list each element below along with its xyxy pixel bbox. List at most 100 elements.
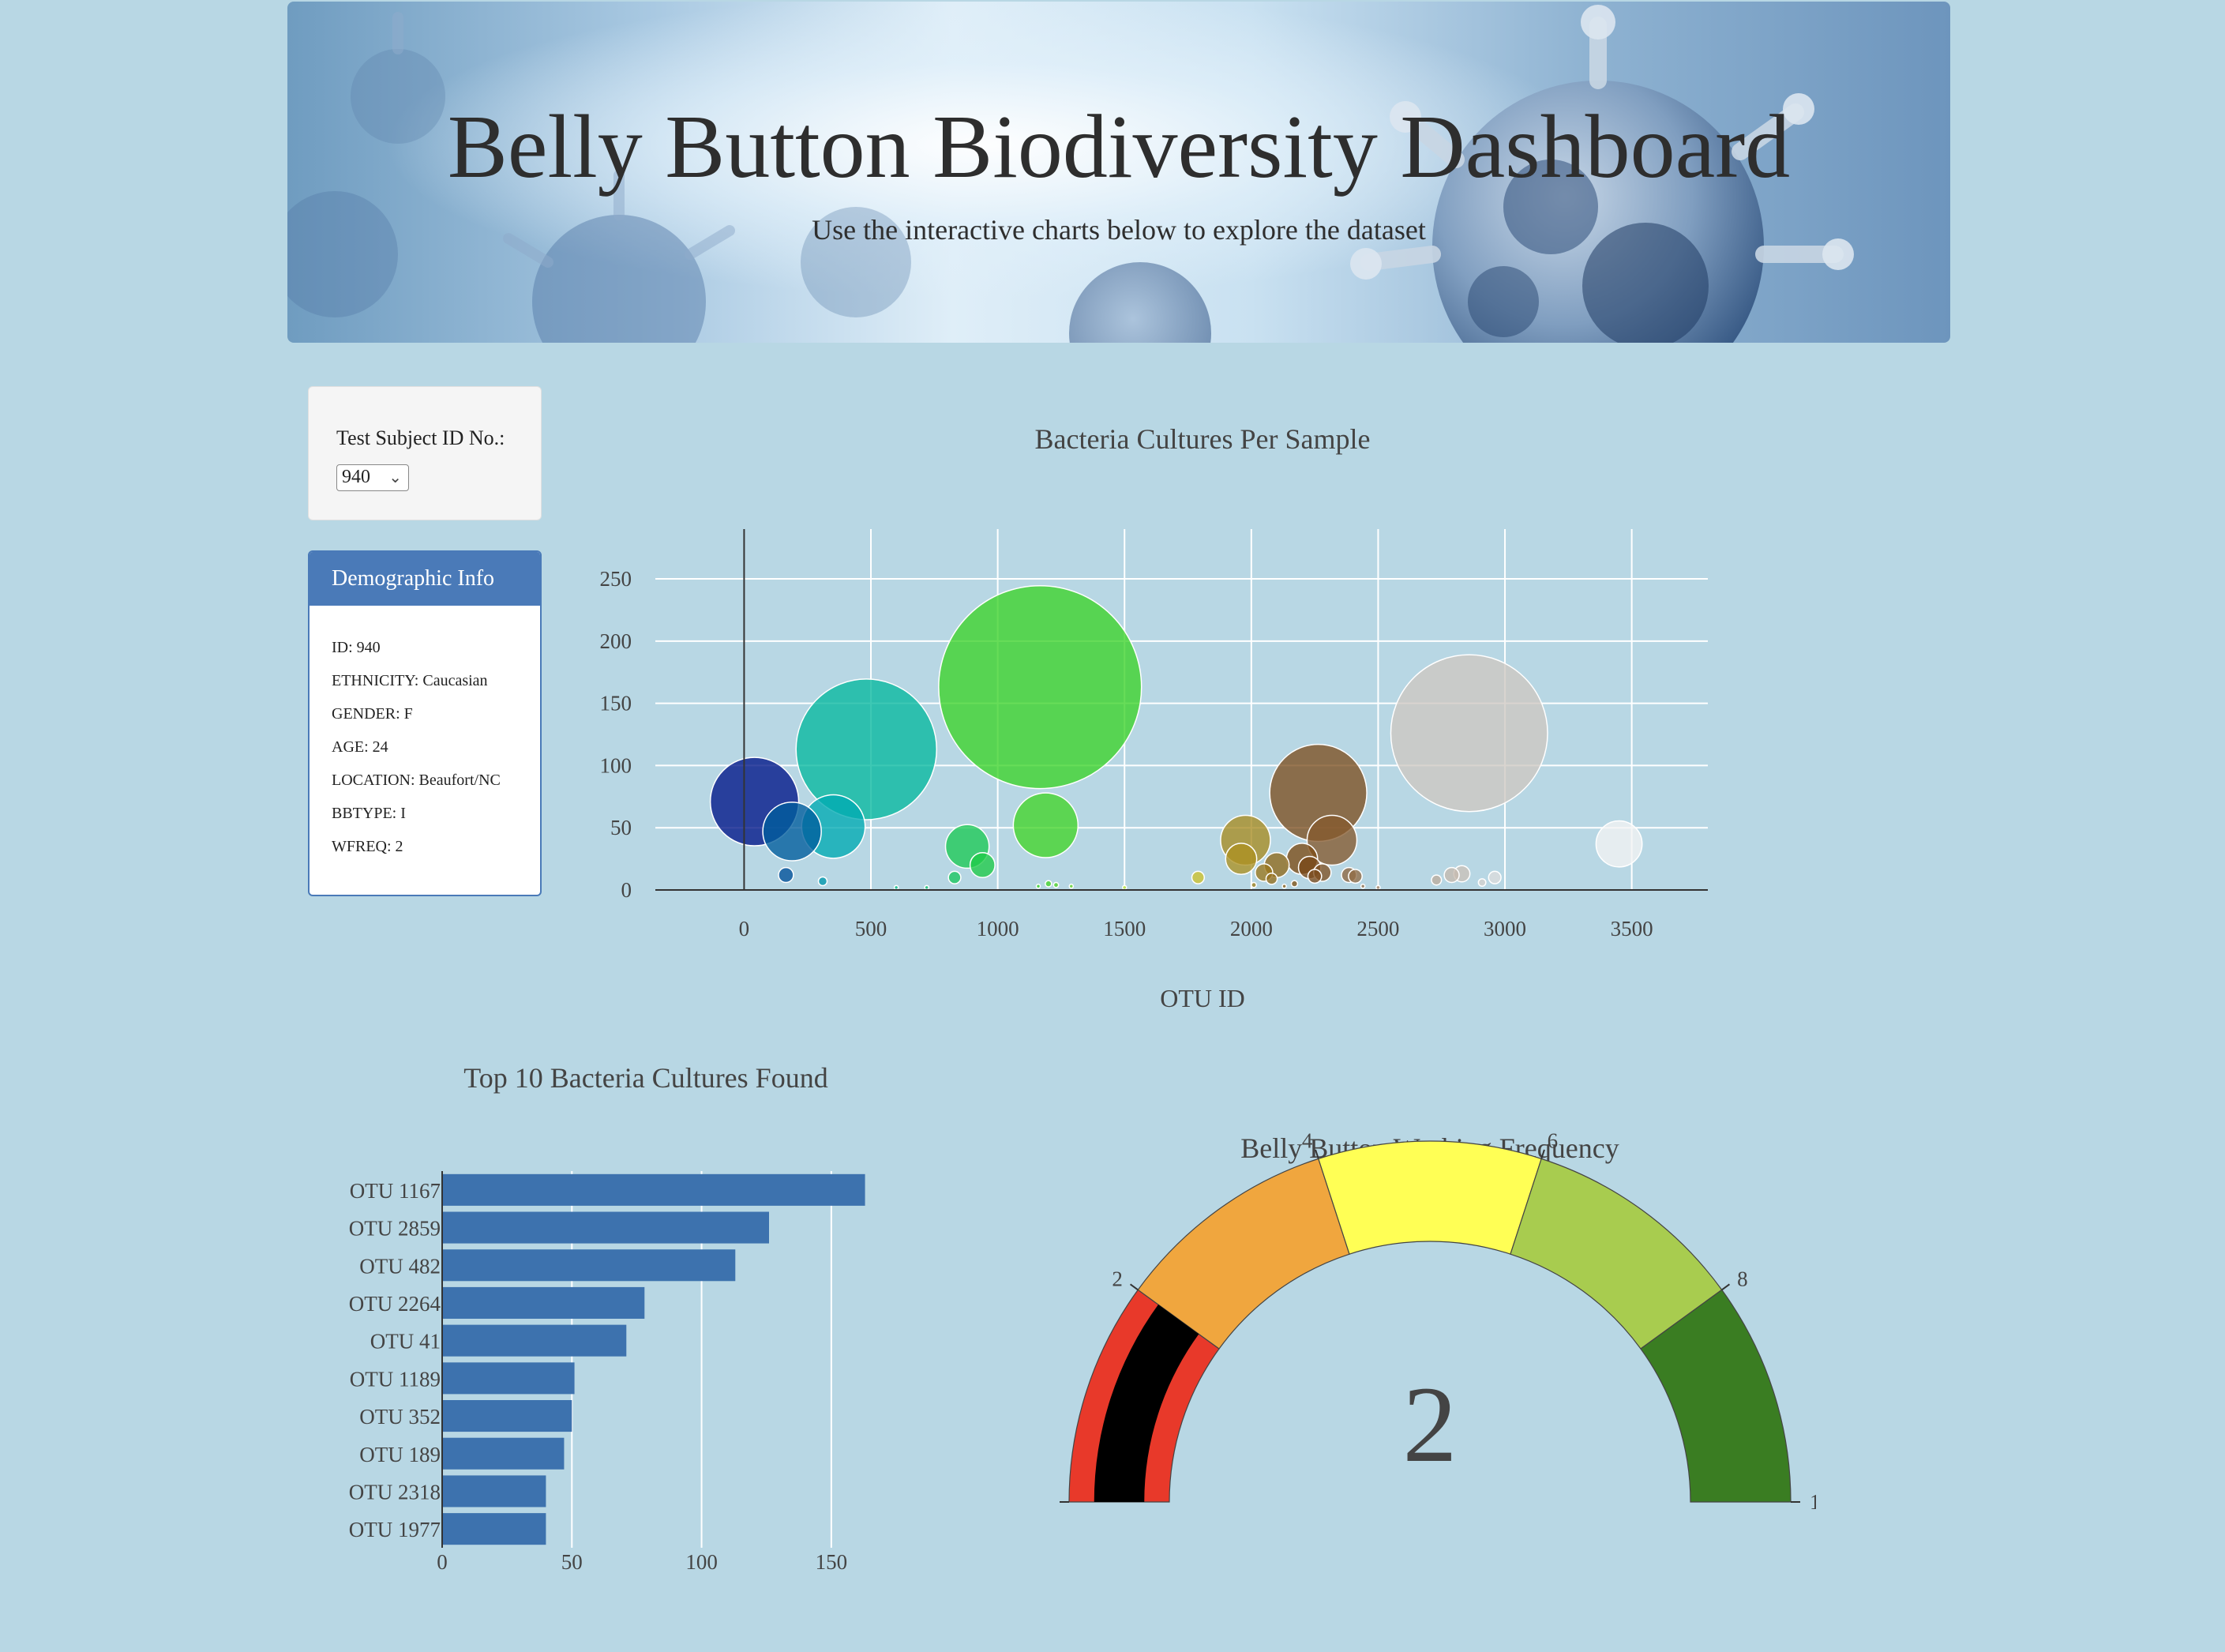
gauge-value: 2 — [1403, 1364, 1458, 1485]
bubble-point[interactable] — [1045, 880, 1052, 888]
bubble-chart-x-axis-title: OTU ID — [1160, 984, 1245, 1012]
page-subtitle: Use the interactive charts below to expl… — [812, 214, 1426, 246]
bubble-chart-axes: 0 500 1000 1500 2000 2500 3000 3500 0 50 100 150 200… — [600, 529, 1708, 941]
bubble-point[interactable] — [1477, 878, 1487, 888]
bubble-y-tick-label: 200 — [600, 629, 632, 653]
bar-chart-bar[interactable] — [442, 1173, 865, 1206]
demographic-item: BBTYPE: I — [332, 805, 406, 822]
subject-selector-label: Test Subject ID No.: — [336, 426, 505, 449]
bubble-chart[interactable]: Bacteria Cultures Per Sample 0 500 1000 150… — [600, 411, 2006, 1034]
gauge-tick-mark — [1540, 1149, 1545, 1159]
bubble-point[interactable] — [1488, 870, 1502, 884]
bubble-x-tick-label: 500 — [855, 917, 887, 941]
bubble-point[interactable] — [1225, 843, 1258, 876]
bubble-x-tick-label: 1000 — [977, 917, 1019, 941]
bubble-point[interactable] — [947, 870, 962, 884]
bubble-x-tick-label: 2500 — [1356, 917, 1399, 941]
bubble-point[interactable] — [1431, 874, 1443, 886]
bar-chart-bar[interactable] — [442, 1362, 575, 1395]
washing-frequency-gauge[interactable]: Belly Button Washing Frequency 0246810 2 — [1058, 1106, 1816, 1532]
bar-category-label: OTU 1167 — [350, 1179, 441, 1203]
bubble-point[interactable] — [924, 884, 929, 891]
demographic-info-list: ID: 940 ETHNICITY: Caucasian GENDER: F A… — [332, 639, 501, 871]
bar-chart-bar[interactable] — [442, 1211, 769, 1244]
bubble-point[interactable] — [795, 678, 938, 820]
bubble-point[interactable] — [938, 584, 1143, 790]
bubble-point[interactable] — [1191, 870, 1206, 884]
bubble-point[interactable] — [1121, 884, 1128, 891]
bubble-point[interactable] — [1281, 884, 1287, 889]
bubble-point[interactable] — [1307, 869, 1323, 884]
bar-chart-bar[interactable] — [442, 1475, 546, 1507]
bubble-y-tick-label: 100 — [600, 753, 632, 777]
bubble-point[interactable] — [778, 866, 794, 884]
bubble-x-tick-label: 3000 — [1484, 917, 1526, 941]
bubble-point[interactable] — [1595, 820, 1643, 868]
bar-chart-title: Top 10 Bacteria Cultures Found — [463, 1062, 827, 1094]
bar-x-tick-label: 50 — [561, 1550, 583, 1574]
demographic-item: LOCATION: Beaufort/NC — [332, 772, 501, 789]
subject-id-dropdown[interactable]: 940 ⌄ — [336, 464, 409, 491]
bar-chart-bar[interactable] — [442, 1249, 736, 1282]
bubble-point[interactable] — [1306, 814, 1358, 866]
bubble-point[interactable] — [969, 851, 996, 878]
bar-category-label: OTU 1977 — [349, 1518, 441, 1541]
gauge-step-band — [1640, 1289, 1792, 1503]
bubble-point[interactable] — [1251, 881, 1257, 888]
gauge-tick-label: 8 — [1737, 1267, 1748, 1290]
gauge-tick-mark — [1721, 1283, 1731, 1291]
bar-chart-bar[interactable] — [442, 1437, 565, 1470]
bar-chart-bar[interactable] — [442, 1513, 546, 1545]
bubble-point[interactable] — [1068, 884, 1075, 889]
subject-selector-panel: Test Subject ID No.: 940 ⌄ — [308, 386, 542, 520]
bar-x-tick-label: 100 — [685, 1550, 718, 1574]
bubble-point[interactable] — [817, 876, 828, 887]
bar-chart-bars[interactable] — [442, 1173, 865, 1545]
virus-background-image — [287, 5, 1854, 343]
bar-chart-bar[interactable] — [442, 1286, 645, 1319]
bar-category-label: OTU 41 — [370, 1330, 441, 1354]
gauge-tick-mark — [1129, 1283, 1139, 1291]
bar-category-label: OTU 482 — [359, 1254, 441, 1278]
bar-category-label: OTU 352 — [359, 1405, 441, 1429]
bubble-y-tick-label: 50 — [610, 816, 632, 839]
bubble-point[interactable] — [1290, 880, 1299, 888]
bar-chart-bar[interactable] — [442, 1400, 572, 1432]
bubble-point[interactable] — [1360, 884, 1366, 889]
gauge-value-bar — [1094, 1305, 1199, 1502]
demographic-info-heading: Demographic Info — [310, 552, 540, 606]
bar-category-label: OTU 1189 — [350, 1367, 441, 1391]
bubble-point[interactable] — [1052, 881, 1060, 888]
bubble-point[interactable] — [1012, 792, 1079, 858]
bar-x-tick-label: 0 — [437, 1550, 448, 1574]
bubble-point[interactable] — [762, 802, 822, 862]
bubble-point[interactable] — [1390, 654, 1548, 813]
gauge-ticks: 0246810 — [1060, 1129, 1816, 1514]
bar-chart-bar[interactable] — [442, 1324, 627, 1357]
bubble-x-tick-label: 1500 — [1103, 917, 1146, 941]
demographic-item: GENDER: F — [332, 705, 413, 723]
demographic-item: AGE: 24 — [332, 738, 388, 756]
bubble-x-tick-label: 3500 — [1611, 917, 1653, 941]
bar-chart-axes: 0 50 100 150 OTU 1167 OTU 2859 OTU 482 OTU 2264… — [349, 1171, 847, 1574]
gauge-tick-label: 4 — [1302, 1129, 1313, 1153]
bubble-point[interactable] — [1348, 869, 1363, 884]
bubble-point[interactable] — [1035, 884, 1041, 889]
demographic-info-panel: Demographic Info ID: 940 ETHNICITY: Cauc… — [308, 550, 542, 896]
bar-category-label: OTU 2264 — [349, 1292, 441, 1316]
gauge-tick-label: 10 — [1810, 1490, 1816, 1514]
bubble-x-tick-label: 2000 — [1230, 917, 1273, 941]
bubble-chart-points[interactable] — [709, 584, 1643, 891]
bubble-point[interactable] — [893, 884, 899, 891]
gauge-tick-label: 2 — [1112, 1267, 1123, 1290]
bubble-point[interactable] — [1265, 872, 1278, 885]
bar-category-label: OTU 2859 — [349, 1217, 441, 1241]
header-banner: Belly Button Biodiversity Dashboard Use … — [287, 2, 1950, 343]
bubble-y-tick-label: 150 — [600, 692, 632, 715]
demographic-item: ID: 940 — [332, 639, 381, 656]
bubble-point[interactable] — [1443, 866, 1460, 884]
bubble-x-tick-label: 0 — [739, 917, 750, 941]
bubble-point[interactable] — [1375, 884, 1381, 891]
top10-bar-chart[interactable]: Top 10 Bacteria Cultures Found 0 50 100 150… — [316, 1050, 916, 1595]
gauge-tick-mark — [1315, 1149, 1319, 1159]
